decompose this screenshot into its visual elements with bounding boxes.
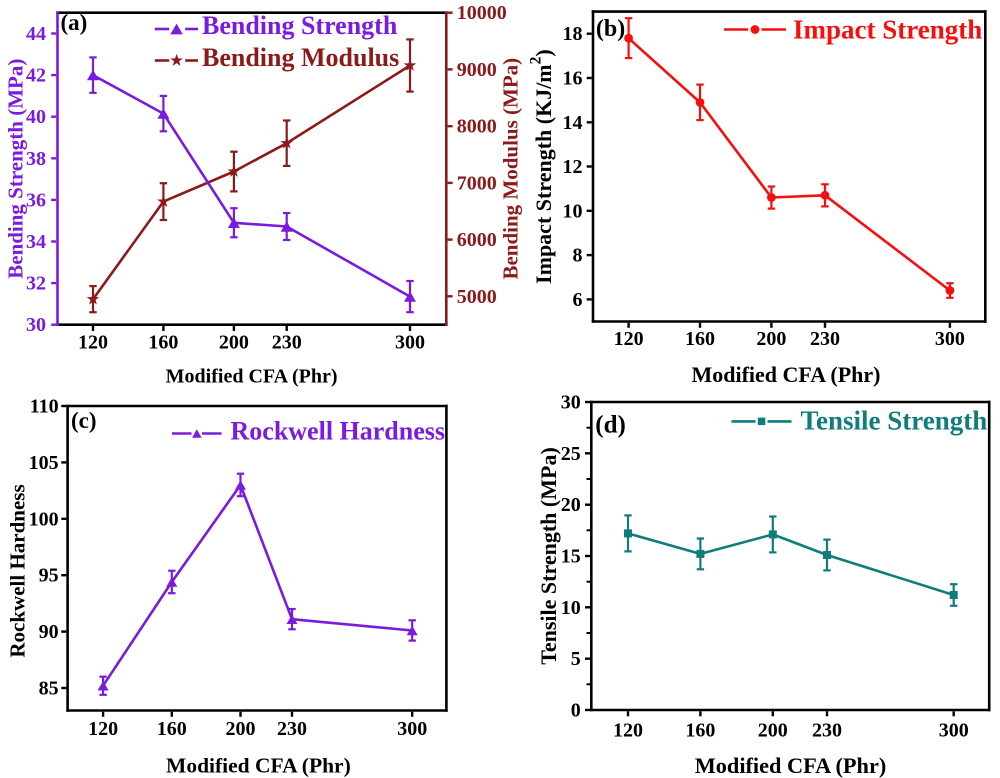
svg-text:110: 110 xyxy=(30,396,59,418)
svg-text:36: 36 xyxy=(26,189,46,211)
svg-text:(c): (c) xyxy=(71,408,97,433)
svg-text:Bending Modulus: Bending Modulus xyxy=(202,43,399,72)
svg-text:Impact Strength (KJ/m2): Impact Strength (KJ/m2) xyxy=(528,49,557,284)
svg-text:160: 160 xyxy=(148,332,178,354)
svg-text:Rockwell Hardness: Rockwell Hardness xyxy=(6,484,30,657)
svg-text:34: 34 xyxy=(26,231,46,253)
svg-text:5: 5 xyxy=(571,648,581,670)
svg-text:300: 300 xyxy=(935,328,965,350)
svg-text:6: 6 xyxy=(573,289,583,311)
svg-text:6000: 6000 xyxy=(457,229,497,251)
svg-text:230: 230 xyxy=(812,720,842,742)
svg-text:32: 32 xyxy=(26,273,46,295)
svg-text:Modified CFA (Phr): Modified CFA (Phr) xyxy=(691,362,880,387)
svg-text:120: 120 xyxy=(614,328,644,350)
svg-text:Modified CFA (Phr): Modified CFA (Phr) xyxy=(166,366,338,388)
svg-text:38: 38 xyxy=(26,148,46,170)
svg-text:200: 200 xyxy=(756,328,786,350)
svg-text:Bending Strength (MPa): Bending Strength (MPa) xyxy=(4,59,28,279)
svg-text:0: 0 xyxy=(571,700,581,722)
svg-text:120: 120 xyxy=(88,718,118,740)
svg-text:20: 20 xyxy=(561,494,581,516)
svg-text:90: 90 xyxy=(39,621,59,643)
svg-text:230: 230 xyxy=(810,328,840,350)
svg-text:16: 16 xyxy=(563,68,583,90)
svg-text:10: 10 xyxy=(563,200,583,222)
svg-text:Rockwell Hardness: Rockwell Hardness xyxy=(231,417,446,446)
svg-text:25: 25 xyxy=(561,443,581,465)
svg-text:200: 200 xyxy=(219,332,249,354)
svg-text:40: 40 xyxy=(26,106,46,128)
svg-text:120: 120 xyxy=(613,720,643,742)
svg-text:9000: 9000 xyxy=(457,59,497,81)
svg-text:12: 12 xyxy=(563,156,583,178)
svg-text:200: 200 xyxy=(758,720,788,742)
svg-text:18: 18 xyxy=(563,23,583,45)
svg-text:8: 8 xyxy=(573,245,583,267)
svg-text:10: 10 xyxy=(561,597,581,619)
svg-text:160: 160 xyxy=(685,720,715,742)
svg-text:(d): (d) xyxy=(595,412,626,439)
svg-text:(b): (b) xyxy=(596,16,625,42)
svg-text:230: 230 xyxy=(277,718,307,740)
svg-text:8000: 8000 xyxy=(457,116,497,138)
svg-text:300: 300 xyxy=(939,720,969,742)
svg-text:15: 15 xyxy=(561,546,581,568)
svg-text:7000: 7000 xyxy=(457,172,497,194)
svg-text:Bending Modulus (MPa): Bending Modulus (MPa) xyxy=(499,58,523,280)
svg-text:105: 105 xyxy=(29,452,59,474)
svg-text:160: 160 xyxy=(157,718,187,740)
svg-text:Bending Strength: Bending Strength xyxy=(202,11,398,40)
svg-text:Modified CFA (Phr): Modified CFA (Phr) xyxy=(695,753,887,778)
svg-text:(a): (a) xyxy=(61,10,88,35)
svg-text:30: 30 xyxy=(26,314,46,336)
svg-text:Tensile Strength (MPa): Tensile Strength (MPa) xyxy=(536,447,561,665)
svg-text:14: 14 xyxy=(563,112,583,134)
svg-text:160: 160 xyxy=(685,328,715,350)
svg-text:230: 230 xyxy=(272,332,302,354)
svg-text:300: 300 xyxy=(395,332,425,354)
svg-text:Impact Strength: Impact Strength xyxy=(793,15,982,45)
svg-text:85: 85 xyxy=(39,678,59,700)
svg-text:42: 42 xyxy=(26,65,46,87)
svg-text:Tensile Strength: Tensile Strength xyxy=(801,406,988,436)
svg-text:200: 200 xyxy=(226,718,256,740)
svg-text:120: 120 xyxy=(78,332,108,354)
svg-text:44: 44 xyxy=(26,23,46,45)
svg-text:5000: 5000 xyxy=(457,286,497,308)
svg-text:10000: 10000 xyxy=(457,2,507,24)
svg-text:300: 300 xyxy=(397,718,427,740)
svg-text:95: 95 xyxy=(39,565,59,587)
svg-text:100: 100 xyxy=(29,508,59,530)
svg-text:30: 30 xyxy=(561,392,581,414)
svg-text:Modified CFA (Phr): Modified CFA (Phr) xyxy=(166,754,351,778)
